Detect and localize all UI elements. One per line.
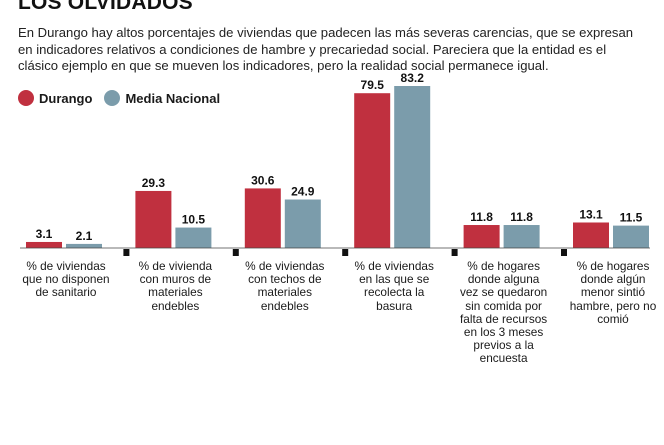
data-label-durango-4: 11.8 <box>470 210 493 224</box>
category-label-1: % de vivienda con muros de materiales en… <box>138 259 213 313</box>
category-separator-4 <box>451 249 458 256</box>
data-label-durango-1: 29.3 <box>142 176 166 190</box>
bar-nacional-0 <box>66 243 102 248</box>
data-label-durango-2: 30.6 <box>251 173 275 187</box>
category-label-0: % de viviendas que no disponen de sanita… <box>22 259 110 300</box>
bar-nacional-3 <box>394 86 431 248</box>
legend-item-durango: Durango <box>18 90 92 106</box>
legend: Durango Media Nacional <box>18 90 220 106</box>
legend-label-durango: Durango <box>39 90 93 106</box>
chart-title: LOS OLVIDADOS <box>18 0 193 14</box>
bar-durango-3 <box>354 93 391 248</box>
legend-item-nacional: Media Nacional <box>104 90 220 106</box>
category-label-3: % de viviendas en las que se recolecta l… <box>354 259 434 313</box>
category-separator-5 <box>561 249 567 256</box>
data-label-durango-5: 13.1 <box>579 207 603 221</box>
bar-nacional-4 <box>503 225 540 248</box>
data-label-nacional-0: 2.1 <box>76 229 93 243</box>
bar-nacional-5 <box>613 225 649 248</box>
data-label-nacional-2: 24.9 <box>291 185 315 199</box>
data-label-nacional-4: 11.8 <box>510 210 533 224</box>
category-label-4: % de hogares donde alguna vez se quedaro… <box>459 259 548 366</box>
bar-durango-0 <box>26 241 62 248</box>
category-label-2: % de viviendas con techos de materiales … <box>245 259 325 313</box>
intro-text: En Durango hay altos porcentajes de vivi… <box>18 25 634 74</box>
legend-label-nacional: Media Nacional <box>125 90 221 106</box>
bar-durango-1 <box>135 190 172 248</box>
legend-swatch-nacional <box>104 90 121 106</box>
category-separator-3 <box>342 249 349 256</box>
bar-nacional-1 <box>175 227 212 248</box>
data-label-durango-3: 79.5 <box>361 78 385 92</box>
bar-durango-5 <box>573 222 609 248</box>
category-separator-1 <box>123 249 130 256</box>
data-label-nacional-1: 10.5 <box>182 213 206 227</box>
bar-durango-4 <box>463 225 500 248</box>
bar-durango-2 <box>244 188 281 248</box>
legend-swatch-durango <box>18 90 34 106</box>
data-label-durango-0: 3.1 <box>36 227 53 241</box>
category-label-5: % de hogares donde algún menor sintió ha… <box>569 259 657 326</box>
category-separator-2 <box>232 249 239 256</box>
bar-nacional-2 <box>284 199 321 248</box>
data-label-nacional-3: 83.2 <box>401 71 425 85</box>
data-label-nacional-5: 11.5 <box>620 211 643 225</box>
